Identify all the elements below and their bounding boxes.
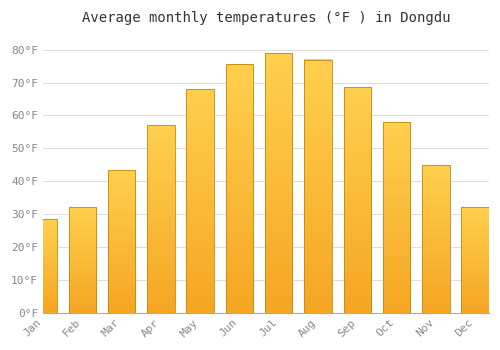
- Bar: [226, 64, 253, 313]
- Bar: [383, 122, 410, 313]
- Bar: [344, 88, 371, 313]
- Bar: [304, 60, 332, 313]
- Bar: [68, 208, 96, 313]
- Title: Average monthly temperatures (°F ) in Dongdu: Average monthly temperatures (°F ) in Do…: [82, 11, 450, 25]
- Bar: [186, 89, 214, 313]
- Bar: [422, 165, 450, 313]
- Bar: [462, 208, 489, 313]
- Bar: [29, 219, 56, 313]
- Bar: [147, 125, 174, 313]
- Bar: [108, 170, 136, 313]
- Bar: [265, 53, 292, 313]
